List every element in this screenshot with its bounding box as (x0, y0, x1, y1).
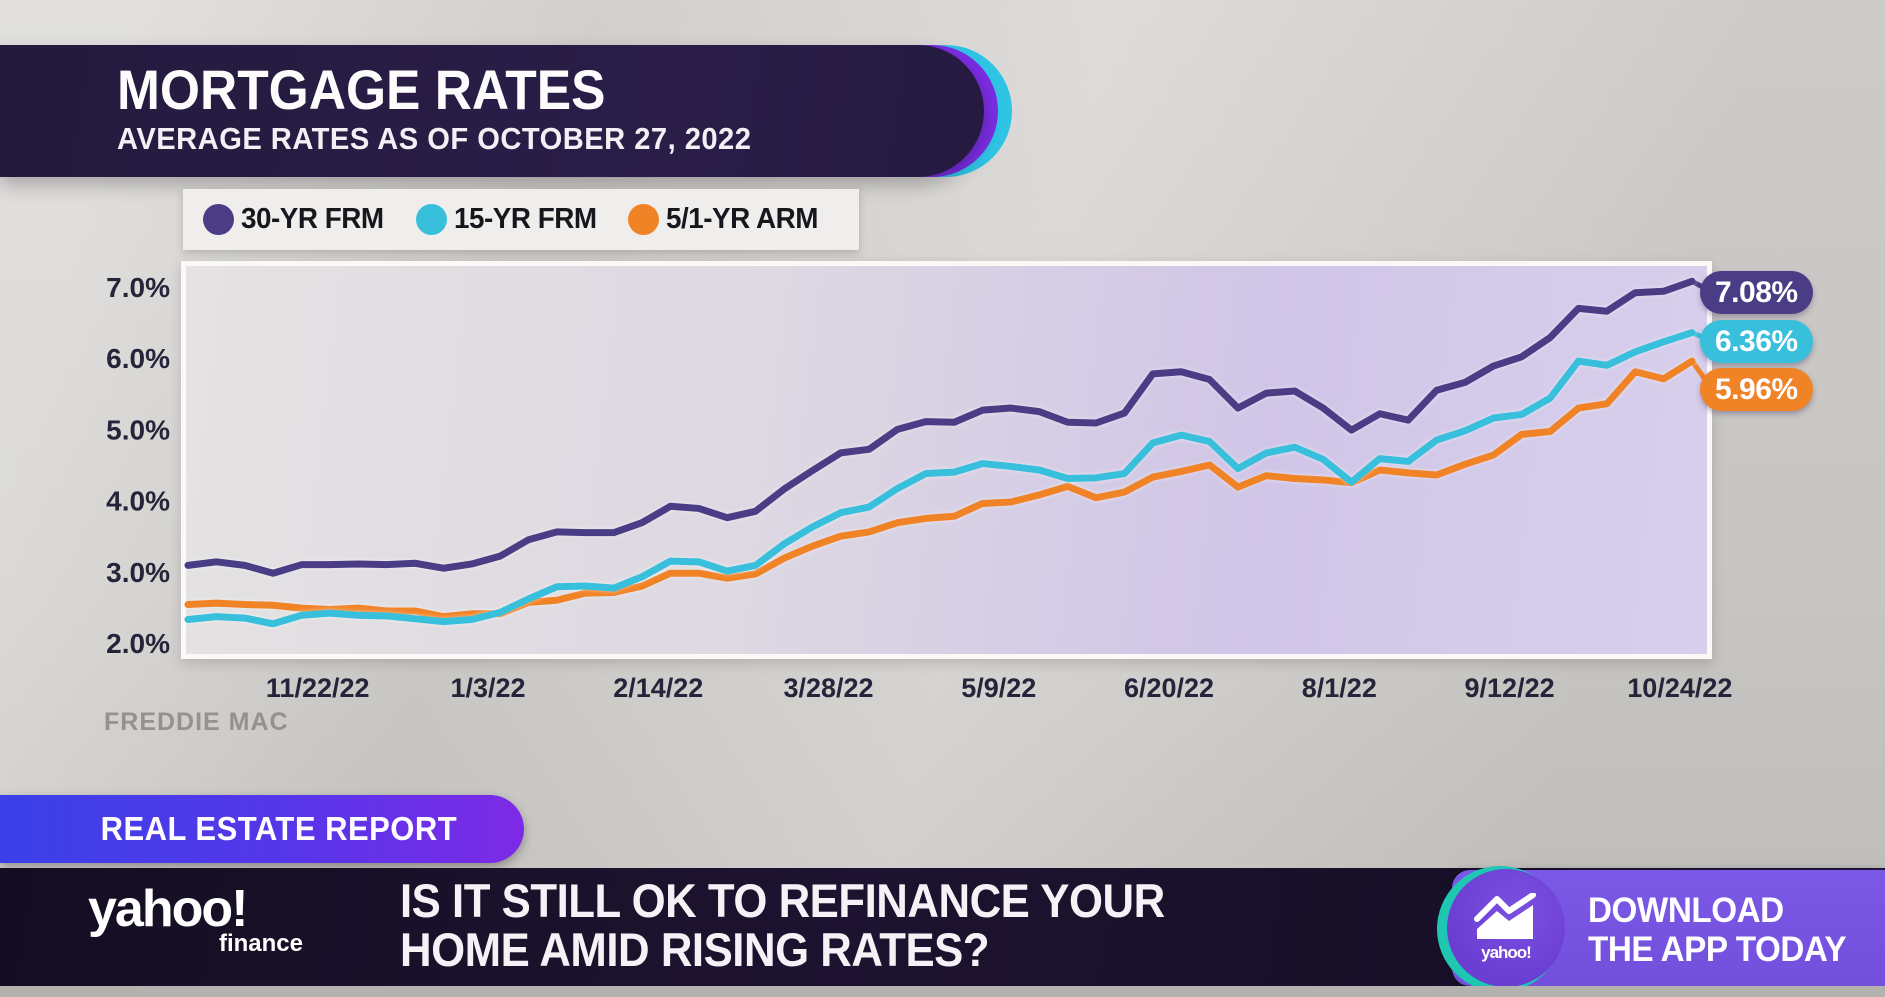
y-tick-label: 6.0% (106, 343, 170, 374)
legend-item-30yr-frm: 30-YR FRM (203, 203, 390, 236)
bottom-gray-strip (0, 986, 1885, 997)
end-label-30yr: 7.08% (1700, 271, 1813, 314)
x-tick-label: 1/3/22 (450, 673, 525, 703)
y-tick-label: 2.0% (106, 628, 170, 659)
download-line-1: DOWNLOAD (1588, 891, 1784, 930)
headline-line-1: IS IT STILL OK TO REFINANCE YOUR (400, 874, 1165, 927)
legend-item-51yr-arm: 5/1-YR ARM (628, 203, 824, 236)
x-tick-label: 3/28/22 (783, 673, 873, 703)
yahoo-finance-logo: yahoo! finance (88, 880, 303, 958)
legend-dot-30yr-icon (203, 204, 234, 235)
y-tick-label: 7.0% (106, 272, 170, 303)
header-panel (0, 45, 984, 177)
y-tick-label: 3.0% (106, 557, 170, 588)
legend-dot-arm-icon (628, 204, 660, 235)
legend-item-15yr-frm: 15-YR FRM (415, 203, 603, 236)
legend-label-30yr: 30-YR FRM (241, 203, 384, 235)
download-app-text: DOWNLOAD THE APP TODAY (1588, 891, 1847, 969)
x-tick-label: 8/1/22 (1302, 673, 1377, 703)
page-title: MORTGAGE RATES (117, 58, 606, 121)
data-source-label: FREDDIE MAC (104, 708, 289, 736)
page-subtitle: AVERAGE RATES AS OF OCTOBER 27, 2022 (117, 121, 752, 156)
x-tick-label: 11/22/22 (266, 673, 370, 703)
x-tick-label: 5/9/22 (961, 673, 1036, 703)
yahoo-app-icon: yahoo! (1437, 866, 1565, 992)
end-label-15yr: 6.36% (1700, 320, 1813, 363)
end-label-arm: 5.96% (1700, 368, 1813, 411)
legend-dot-15yr-icon (415, 204, 447, 235)
yahoo-app-icon-inner: yahoo! (1447, 869, 1565, 987)
finance-logo-text: finance (218, 930, 303, 957)
download-line-2: THE APP TODAY (1588, 930, 1847, 969)
legend-label-arm: 5/1-YR ARM (666, 203, 819, 235)
stock-chart-icon (1474, 893, 1536, 939)
x-tick-label: 10/24/22 (1627, 673, 1732, 703)
chart-plot-area (181, 261, 1712, 659)
y-tick-label: 4.0% (106, 486, 170, 517)
chart-legend: 30-YR FRM 15-YR FRM 5/1-YR ARM (183, 189, 859, 250)
x-tick-label: 9/12/22 (1465, 673, 1555, 703)
y-tick-label: 5.0% (106, 414, 170, 445)
segment-badge: REAL ESTATE REPORT (0, 795, 524, 863)
yahoo-app-brand-text: yahoo! (1481, 943, 1532, 962)
segment-badge-label: REAL ESTATE REPORT (100, 810, 458, 847)
yahoo-logo-text: yahoo! (88, 880, 248, 938)
headline-line-2: HOME AMID RISING RATES? (400, 923, 990, 976)
legend-label-15yr: 15-YR FRM (453, 203, 597, 235)
headline: IS IT STILL OK TO REFINANCE YOUR HOME AM… (400, 876, 1165, 974)
x-tick-label: 2/14/22 (613, 673, 703, 703)
x-tick-label: 6/20/22 (1124, 673, 1214, 703)
